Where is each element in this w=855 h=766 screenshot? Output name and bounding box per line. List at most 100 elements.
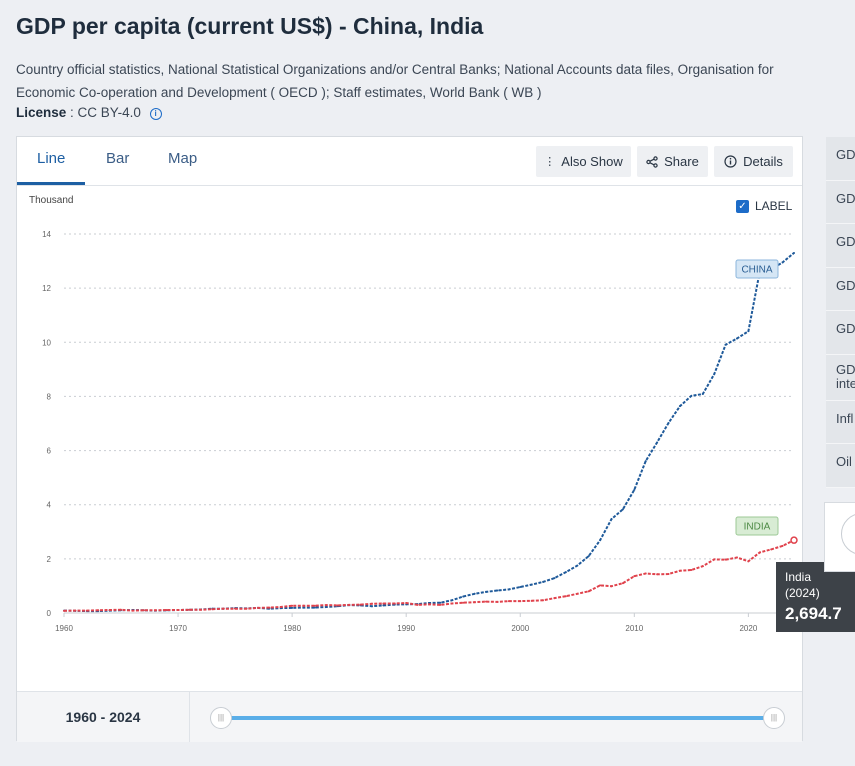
data-point-india xyxy=(610,585,613,588)
data-point-india xyxy=(416,603,419,606)
y-tick-label: 4 xyxy=(47,501,52,510)
y-tick-label: 14 xyxy=(42,230,51,239)
license-label: License xyxy=(16,105,67,120)
data-point-china xyxy=(701,392,704,395)
side-item[interactable]: GD inte xyxy=(826,354,855,401)
range-slider-start-handle[interactable]: ||| xyxy=(210,707,232,729)
also-show-label: Also Show xyxy=(561,154,623,169)
data-point-india xyxy=(142,609,145,612)
data-point-india xyxy=(428,603,430,606)
data-point-india xyxy=(405,601,408,604)
license-line: License : CC BY-4.0 i xyxy=(16,105,162,120)
x-tick-label: 2010 xyxy=(625,624,643,633)
source-text: Country official statistics, National St… xyxy=(16,62,774,100)
side-item[interactable]: GD xyxy=(826,180,855,224)
series-line-india xyxy=(63,539,795,612)
tooltip-value: 2,694.7 xyxy=(785,604,842,623)
y-tick-label: 6 xyxy=(47,447,52,456)
share-button[interactable]: Share xyxy=(637,146,708,177)
highlight-point xyxy=(790,536,798,544)
data-point-china xyxy=(724,343,727,346)
data-point-india xyxy=(165,609,168,612)
data-point-india xyxy=(370,602,373,605)
data-point-india xyxy=(667,573,670,576)
side-circle-button[interactable] xyxy=(841,513,855,555)
data-point-india xyxy=(530,599,533,602)
y-axis-label: Thousand xyxy=(29,195,73,206)
data-point-china xyxy=(587,555,590,558)
data-point-china xyxy=(644,460,647,463)
data-point-china xyxy=(302,606,305,609)
tab-bar[interactable]: Bar xyxy=(106,150,130,167)
more-vertical-icon: ⋮ xyxy=(544,156,556,168)
x-tick-label: 1970 xyxy=(169,624,187,633)
data-point-india xyxy=(462,601,465,604)
data-point-india xyxy=(701,565,704,568)
data-point-india xyxy=(336,604,339,607)
data-point-india xyxy=(450,602,453,605)
tooltip-year: (2024) xyxy=(785,586,820,600)
data-point-india xyxy=(690,568,693,571)
details-button[interactable]: Details xyxy=(714,146,793,177)
x-tick-label: 1980 xyxy=(283,624,301,633)
data-point-india xyxy=(302,604,305,607)
data-point-india xyxy=(97,609,100,612)
tab-map[interactable]: Map xyxy=(168,150,198,167)
china-series-label: CHINA xyxy=(741,265,772,276)
side-item[interactable]: Oil xyxy=(826,444,855,488)
side-item[interactable]: GD xyxy=(826,137,855,181)
data-point-india xyxy=(188,608,191,611)
data-point-india xyxy=(268,606,271,609)
side-item[interactable]: GD xyxy=(826,311,855,355)
side-item[interactable]: GD xyxy=(826,267,855,311)
tab-line[interactable]: Line xyxy=(37,150,66,167)
y-tick-label: 12 xyxy=(42,284,51,293)
data-point-china xyxy=(485,590,488,593)
data-point-india xyxy=(542,599,545,602)
also-show-button[interactable]: ⋮ Also Show xyxy=(536,146,631,177)
x-tick-label: 2020 xyxy=(739,624,757,633)
data-point-china xyxy=(633,488,636,491)
data-point-india xyxy=(747,560,750,563)
data-point-india xyxy=(781,544,784,547)
data-point-india xyxy=(656,573,659,576)
range-slider-end-handle[interactable]: ||| xyxy=(763,707,785,729)
info-icon[interactable]: i xyxy=(149,108,162,120)
x-tick-label: 1990 xyxy=(397,624,415,633)
data-point-china xyxy=(576,564,579,567)
data-point-india xyxy=(279,606,282,609)
details-label: Details xyxy=(743,154,783,169)
data-point-india xyxy=(621,582,624,585)
data-point-china xyxy=(781,261,784,264)
data-point-china xyxy=(667,421,670,424)
share-icon xyxy=(646,155,658,168)
data-point-india xyxy=(199,608,202,611)
side-item[interactable]: GD xyxy=(826,224,855,268)
data-point-india xyxy=(177,609,180,612)
data-point-india xyxy=(348,603,351,606)
label-toggle[interactable]: ✓ LABEL xyxy=(736,199,792,213)
data-point-india xyxy=(245,607,248,610)
data-point-india xyxy=(644,572,647,575)
label-checkbox[interactable]: ✓ xyxy=(736,199,749,213)
data-point-china xyxy=(313,606,316,609)
data-point-china xyxy=(610,518,613,521)
data-point-china xyxy=(656,441,659,444)
data-point-india xyxy=(507,600,510,603)
india-series-label: INDIA xyxy=(744,522,771,533)
range-slider-track[interactable] xyxy=(222,716,774,720)
data-point-india xyxy=(131,609,134,612)
share-label: Share xyxy=(664,154,699,169)
data-point-india xyxy=(473,601,476,604)
data-point-china xyxy=(713,373,716,376)
data-point-china xyxy=(450,599,453,602)
data-point-india xyxy=(678,569,681,572)
details-info-icon xyxy=(724,155,737,168)
side-item[interactable]: Infl xyxy=(826,400,855,444)
series-line-china xyxy=(63,252,795,613)
side-box xyxy=(824,502,855,572)
data-point-india xyxy=(382,602,385,605)
data-point-india xyxy=(313,604,316,607)
data-point-india xyxy=(325,604,328,607)
china-series-label-box xyxy=(735,259,779,279)
